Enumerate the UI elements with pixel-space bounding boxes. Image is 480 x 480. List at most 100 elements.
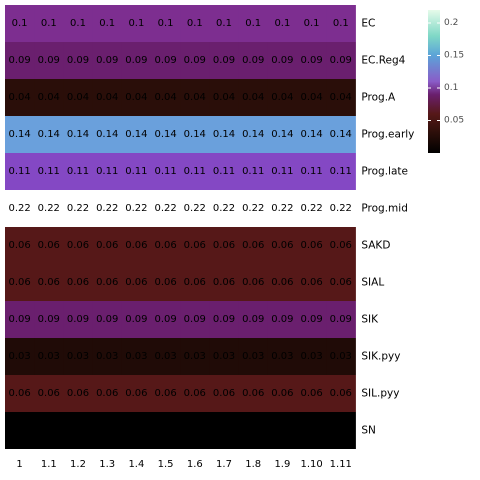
heatmap-cell xyxy=(121,5,152,42)
cell-value-label: 0.03 xyxy=(38,351,60,362)
heatmap-cell xyxy=(297,42,327,79)
cell-value-label: 0.09 xyxy=(184,314,206,325)
cell-value-label: 0.03 xyxy=(271,351,293,362)
cell-value-label: 0.06 xyxy=(184,240,206,251)
heatmap-cell xyxy=(326,412,356,449)
row-label: SAKD xyxy=(361,240,390,252)
cell-value-label: 0.11 xyxy=(38,166,60,177)
cell-value-label: 0.06 xyxy=(38,240,60,251)
heatmap-cell xyxy=(297,375,327,412)
heatmap-cell xyxy=(151,412,181,449)
cell-value-label: 0.11 xyxy=(96,166,118,177)
heatmap-cell xyxy=(326,5,356,42)
heatmap-cell xyxy=(5,301,35,338)
row-label: Prog.early xyxy=(361,129,414,141)
cell-value-label: 0.1 xyxy=(216,18,232,29)
cell-value-label: 0.06 xyxy=(330,277,352,288)
heatmap-cell xyxy=(151,116,181,153)
cell-value-label: 0.22 xyxy=(330,203,352,214)
heatmap-cell xyxy=(63,79,94,116)
heatmap-cell xyxy=(92,116,123,153)
cell-value-label: 0.11 xyxy=(125,166,147,177)
row-label: EC xyxy=(361,18,375,30)
cell-value-label: 0.09 xyxy=(271,314,293,325)
cell-value-label: 0.14 xyxy=(184,129,206,140)
row-label: Prog.A xyxy=(361,92,396,104)
heatmap-cell xyxy=(5,42,35,79)
cell-value-label: 0.04 xyxy=(300,92,322,103)
cell-value-label: 0.09 xyxy=(8,314,30,325)
heatmap-cell xyxy=(209,227,240,264)
cell-value-label: 0.06 xyxy=(96,240,118,251)
cell-value-label: 0.06 xyxy=(125,388,147,399)
heatmap-cell xyxy=(267,264,298,301)
cell-value-label: 0.1 xyxy=(245,18,261,29)
cell-value-label: 0.04 xyxy=(8,92,30,103)
cell-value-label: 0.03 xyxy=(213,351,235,362)
row-label: SIAL xyxy=(361,277,384,289)
heatmap-cell xyxy=(5,5,35,42)
cell-value-label: 0.11 xyxy=(213,166,235,177)
cell-value-label: 0.14 xyxy=(330,129,352,140)
heatmap-cell xyxy=(209,375,240,412)
legend-tick-label: 0.15 xyxy=(444,51,464,61)
heatmap-cell xyxy=(92,412,123,449)
cell-value-label: 0.09 xyxy=(300,314,322,325)
cell-value-label: 0.06 xyxy=(213,388,235,399)
heatmap-cell xyxy=(151,227,181,264)
legend-tick-label: 0.2 xyxy=(444,18,458,28)
heatmap-cell xyxy=(297,116,327,153)
heatmap-cell xyxy=(151,153,181,190)
heatmap-cell xyxy=(63,190,94,227)
row-label: EC.Reg4 xyxy=(361,55,405,67)
heatmap-cell xyxy=(180,153,210,190)
heatmap-cell xyxy=(34,375,64,412)
heatmap-cell xyxy=(180,5,210,42)
cell-value-label: 0.11 xyxy=(8,166,30,177)
cell-value-label: 0.09 xyxy=(125,55,147,66)
heatmap-cell xyxy=(63,116,94,153)
cell-value-label: 0.14 xyxy=(8,129,30,140)
heatmap-cell xyxy=(5,116,35,153)
heatmap-cell xyxy=(63,227,94,264)
cell-value-label: 0.1 xyxy=(70,18,86,29)
cell-value-label: 0.06 xyxy=(67,388,89,399)
heatmap-cell xyxy=(267,338,298,375)
heatmap-cell xyxy=(92,264,123,301)
heatmap-cell xyxy=(151,301,181,338)
heatmap-cell xyxy=(151,190,181,227)
heatmap-cell xyxy=(63,153,94,190)
cell-value-label: 0.14 xyxy=(67,129,89,140)
heatmap-cell xyxy=(180,375,210,412)
heatmap-cell xyxy=(267,79,298,116)
heatmap-cell xyxy=(267,116,298,153)
heatmap-cell xyxy=(267,42,298,79)
cell-value-label: 0.22 xyxy=(213,203,235,214)
heatmap-cell xyxy=(297,338,327,375)
heatmap-cell xyxy=(34,264,64,301)
cell-value-label: 0.06 xyxy=(300,277,322,288)
heatmap-cell xyxy=(238,264,269,301)
cell-value-label: 0.1 xyxy=(128,18,144,29)
cell-value-label: 0.04 xyxy=(96,92,118,103)
heatmap-cell xyxy=(5,79,35,116)
heatmap-cell xyxy=(63,301,94,338)
heatmap-cells: 0.1 0.1 0.1 0.1 0.1 0.1 0.1 0.1 0.1 0.1 0.1 0.1 0.09… xyxy=(5,5,356,449)
heatmap-cell xyxy=(92,153,123,190)
column-label: 1.6 xyxy=(187,459,203,470)
column-label: 1.10 xyxy=(300,459,322,470)
heatmap-cell xyxy=(151,338,181,375)
heatmap-cell xyxy=(121,227,152,264)
heatmap-cell xyxy=(34,5,64,42)
cell-value-label: 0.06 xyxy=(184,388,206,399)
heatmap-cell xyxy=(326,264,356,301)
heatmap-cell xyxy=(151,42,181,79)
column-label: 1.4 xyxy=(128,459,144,470)
column-label: 1.9 xyxy=(274,459,290,470)
cell-value-label: 0.06 xyxy=(154,240,176,251)
heatmap-cell xyxy=(63,5,94,42)
column-label: 1.7 xyxy=(216,459,232,470)
heatmap-cell xyxy=(180,412,210,449)
cell-value-label: 0.22 xyxy=(67,203,89,214)
